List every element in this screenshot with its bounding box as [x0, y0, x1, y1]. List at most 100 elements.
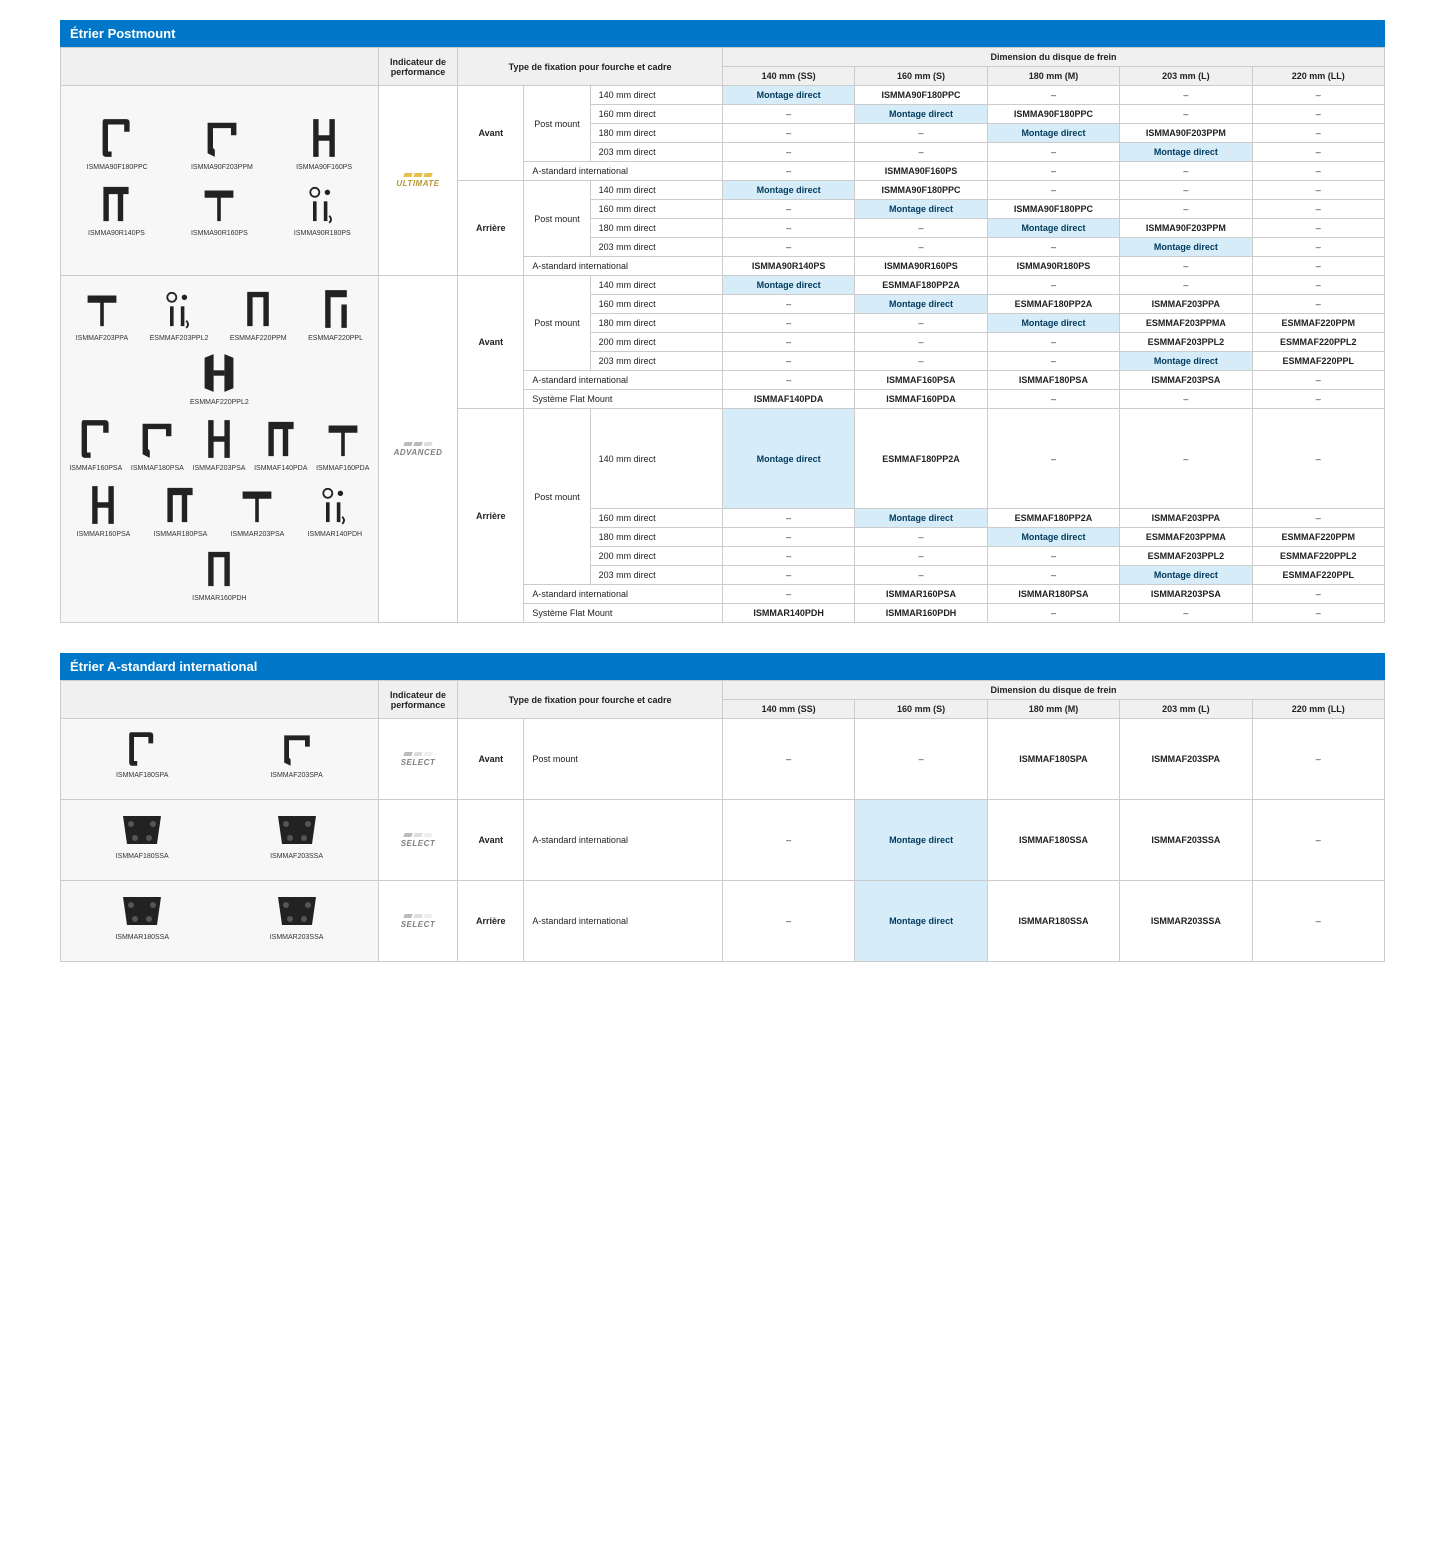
cell: –	[1252, 105, 1384, 124]
cell: –	[1252, 143, 1384, 162]
bracket-icon	[117, 729, 167, 769]
illus-item: ISMMA90F160PS	[296, 115, 352, 171]
th-dim-1: 160 mm (S)	[855, 700, 987, 719]
cell: ISMMAR140PDH	[722, 604, 854, 623]
illus-item: ISMMAR180SSA	[115, 891, 169, 941]
illus-label: ISMMAF180SPA	[116, 772, 168, 779]
cell: –	[722, 371, 854, 390]
cell: ISMMAR160PSA	[855, 585, 987, 604]
illus-ultimate: ISMMA90F180PPC ISMMA90F203PPM ISMMA90F160P…	[61, 86, 379, 276]
cell: ESMMAF180PP2A	[987, 509, 1119, 528]
mount-astd: A-standard international	[524, 162, 723, 181]
fix: 160 mm direct	[590, 105, 722, 124]
pos: Avant	[458, 719, 524, 800]
cell: –	[855, 352, 987, 371]
th-fix: Type de fixation pour fourche et cadre	[458, 48, 723, 86]
cell: –	[1120, 162, 1252, 181]
cell: –	[855, 547, 987, 566]
cell: –	[722, 547, 854, 566]
cell: Montage direct	[855, 295, 987, 314]
cell: ISMMAR160PDH	[855, 604, 987, 623]
cell: ISMMAR180SSA	[987, 881, 1119, 962]
illus-label: ISMMAR140PDH	[308, 531, 362, 538]
cell: ISMMA90R180PS	[987, 257, 1119, 276]
fix: 200 mm direct	[590, 333, 722, 352]
th-dim-2: 180 mm (M)	[987, 700, 1119, 719]
cell: –	[722, 352, 854, 371]
illus-label: ESMMAF220PPM	[230, 335, 287, 342]
cell: ESMMAF180PP2A	[855, 409, 987, 509]
cell: Montage direct	[855, 800, 987, 881]
mount-post: Post mount	[524, 86, 590, 162]
th-dim: Dimension du disque de frein	[722, 48, 1384, 67]
tier-ultimate: ULTIMATE	[378, 86, 457, 276]
cell: –	[987, 238, 1119, 257]
cell: ESMMAF220PPL	[1252, 352, 1384, 371]
illus-item: ISMMAF203SPA	[270, 729, 322, 779]
fix: 160 mm direct	[590, 200, 722, 219]
fix: 140 mm direct	[590, 181, 722, 200]
illus-item: ISMMAR160PDH	[192, 546, 246, 602]
fix: 203 mm direct	[590, 566, 722, 585]
th-dim-0: 140 mm (SS)	[722, 67, 854, 86]
cell: ESMMAF220PPL	[1252, 566, 1384, 585]
cell: Montage direct	[987, 528, 1119, 547]
cell: Montage direct	[987, 219, 1119, 238]
cell: ESMMAF220PPL2	[1252, 547, 1384, 566]
cell: –	[722, 800, 854, 881]
th-dim-2: 180 mm (M)	[987, 67, 1119, 86]
cell: –	[722, 333, 854, 352]
cell: –	[855, 333, 987, 352]
illus-label: ISMMAF160PSA	[69, 465, 122, 472]
th-dim-1: 160 mm (S)	[855, 67, 987, 86]
tier-label: SELECT	[385, 839, 451, 848]
cell: –	[855, 719, 987, 800]
bracket-icon	[272, 891, 322, 931]
cell: ISMMAF203PPA	[1120, 509, 1252, 528]
cell: –	[855, 238, 987, 257]
illus-label: ISMMA90R180PS	[294, 230, 351, 237]
illus-advanced: ISMMAF203PPAESMMAF203PPL2ESMMAF220PPMESM…	[61, 276, 379, 623]
cell: Montage direct	[1120, 143, 1252, 162]
pos: Arrière	[458, 881, 524, 962]
cell: –	[1252, 409, 1384, 509]
illus-item: ISMMA90F180PPC	[87, 115, 148, 171]
illus-item: ISMMA90R160PS	[191, 181, 248, 237]
cell: ESMMAF203PPMA	[1120, 528, 1252, 547]
cell: Montage direct	[987, 124, 1119, 143]
cell: –	[1252, 881, 1384, 962]
cell: –	[722, 295, 854, 314]
section-postmount-title: Étrier Postmount	[60, 20, 1385, 47]
illus-label: ISMMA90F203PPM	[191, 164, 253, 171]
fix: A-standard international	[524, 881, 723, 962]
th-dim-4: 220 mm (LL)	[1252, 700, 1384, 719]
cell: ISMMA90F160PS	[855, 162, 987, 181]
cell: –	[855, 528, 987, 547]
pos-front: Avant	[458, 276, 524, 409]
cell: ISMMAF203SSA	[1120, 800, 1252, 881]
tier-label: SELECT	[385, 920, 451, 929]
illus-item: ISMMA90R140PS	[88, 181, 145, 237]
bracket-icon	[162, 482, 198, 528]
illus-label: ISMMAR203SSA	[270, 934, 324, 941]
cell: –	[987, 276, 1119, 295]
bracket-icon	[272, 810, 322, 850]
cell: –	[1252, 390, 1384, 409]
illus-label: ISMMAR160PSA	[77, 531, 131, 538]
illus-label: ISMMAF160PDA	[316, 465, 369, 472]
cell: –	[1252, 509, 1384, 528]
tier-bars-icon	[385, 173, 451, 177]
illus-label: ISMMAF203SPA	[270, 772, 322, 779]
cell: ISMMAF160PSA	[855, 371, 987, 390]
cell: –	[855, 143, 987, 162]
illus-item: ISMMAR203PSA	[231, 482, 285, 538]
tier-advanced: ADVANCED	[378, 276, 457, 623]
cell: Montage direct	[1120, 352, 1252, 371]
cell: ISMMAF203SPA	[1120, 719, 1252, 800]
pos-rear: Arrière	[458, 409, 524, 623]
tier-bars-icon	[385, 752, 451, 756]
mount-flat: Système Flat Mount	[524, 604, 723, 623]
pos: Avant	[458, 800, 524, 881]
tier-label: SELECT	[385, 758, 451, 767]
pos-front: Avant	[458, 86, 524, 181]
